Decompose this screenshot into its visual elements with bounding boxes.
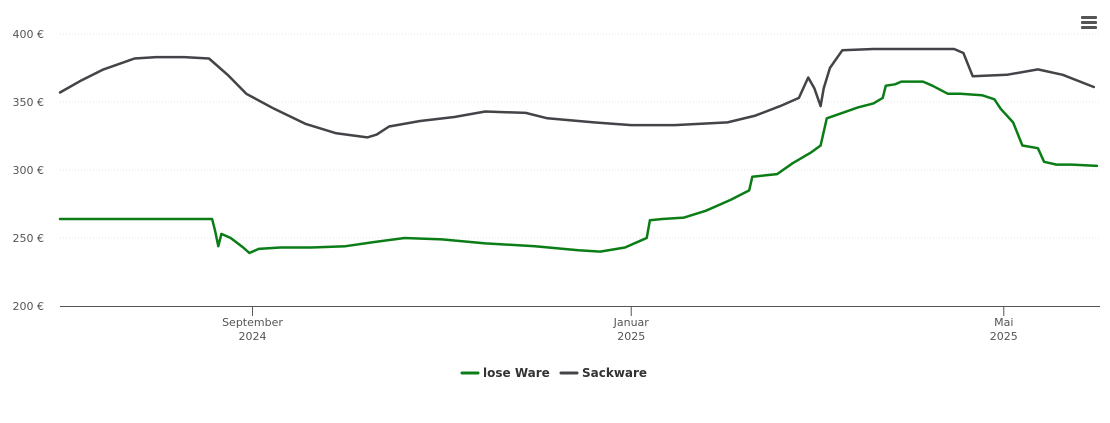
- legend-item-sackware[interactable]: Sackware: [559, 366, 647, 380]
- grid-lines: [60, 33, 1100, 239]
- x-tick-label-year: 2025: [990, 330, 1018, 343]
- x-tick-label-year: 2025: [617, 330, 645, 343]
- x-tick-label-year: 2024: [238, 330, 266, 343]
- x-tick-label-month: September: [222, 316, 283, 329]
- y-axis: 200 € 250 € 300 € 350 € 400 €: [13, 28, 45, 313]
- y-tick-label: 200 €: [13, 300, 45, 313]
- y-tick-label: 350 €: [13, 96, 45, 109]
- legend[interactable]: lose Ware Sackware: [460, 366, 647, 380]
- series-line-sackware[interactable]: [58, 47, 1096, 139]
- y-tick-label: 250 €: [13, 232, 45, 245]
- x-tick-label-month: Januar: [613, 316, 650, 329]
- series-line-lose-ware[interactable]: [58, 80, 1099, 255]
- legend-label: lose Ware: [483, 366, 550, 380]
- x-tick-label-month: Mai: [994, 316, 1013, 329]
- hamburger-menu-icon: [1081, 26, 1097, 29]
- hamburger-menu-icon: [1081, 21, 1097, 24]
- hamburger-menu-icon: [1081, 16, 1097, 19]
- y-tick-label: 400 €: [13, 28, 45, 41]
- chart-menu-button[interactable]: [1076, 10, 1102, 34]
- y-tick-label: 300 €: [13, 164, 45, 177]
- legend-label: Sackware: [582, 366, 647, 380]
- series-layer: [58, 47, 1099, 255]
- legend-item-lose-ware[interactable]: lose Ware: [460, 366, 550, 380]
